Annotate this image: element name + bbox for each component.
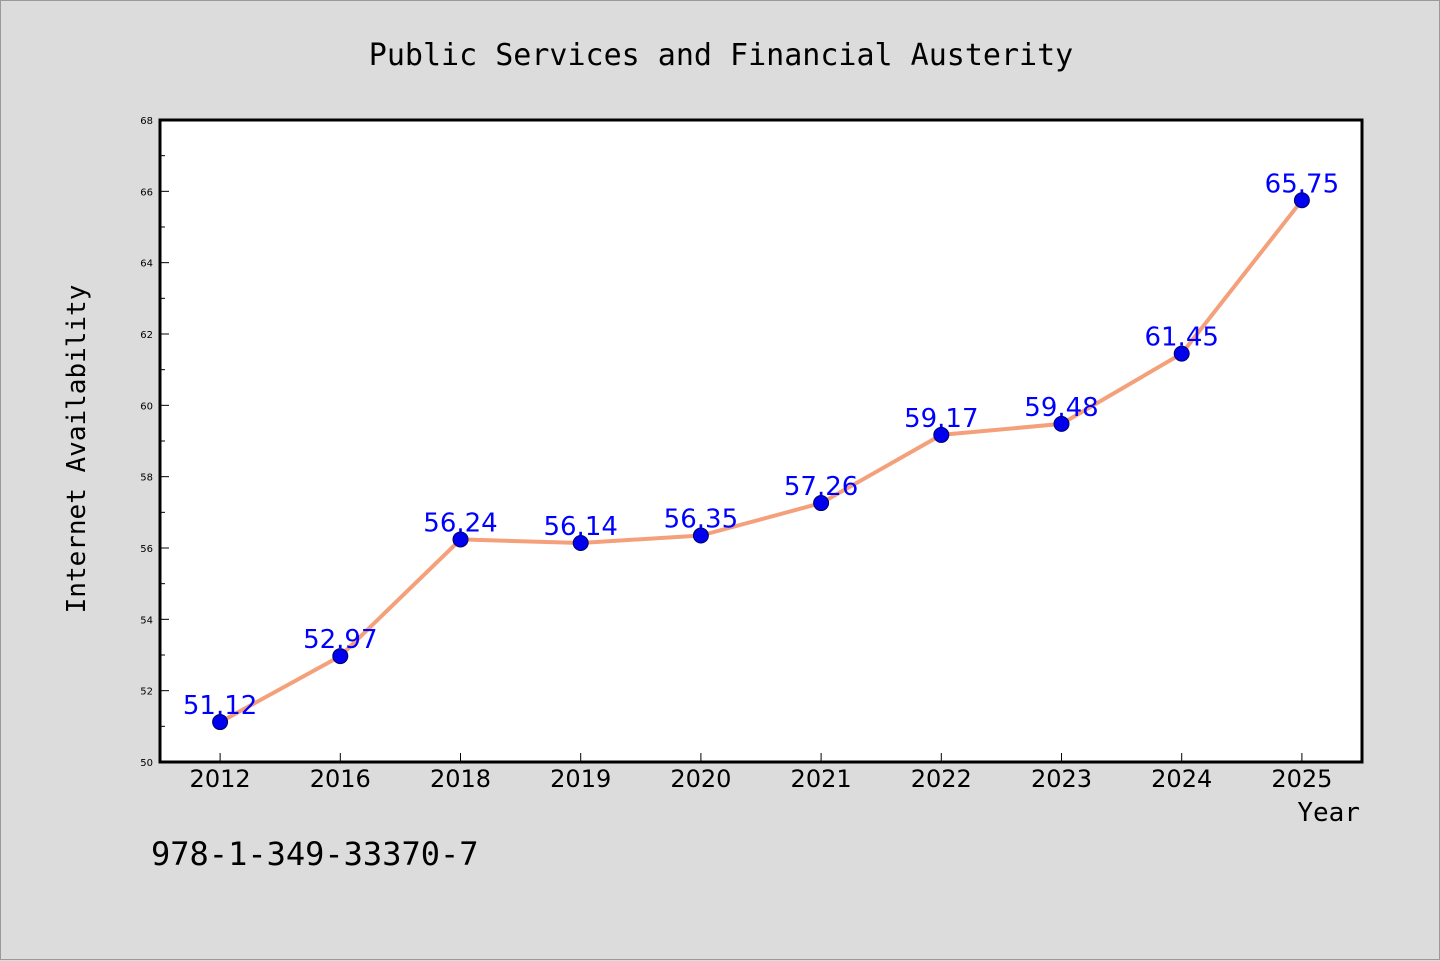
y-tick-label: 66 — [140, 187, 153, 198]
data-label: 59.17 — [904, 404, 978, 434]
series-line-group — [218, 198, 1304, 725]
series-line — [218, 198, 1304, 725]
data-label: 65.75 — [1265, 169, 1339, 199]
data-point — [452, 531, 469, 548]
y-tick-label: 56 — [140, 544, 153, 555]
x-tick-label: 2020 — [670, 765, 731, 793]
data-label: 52.97 — [303, 625, 377, 655]
x-tick-label: 2012 — [190, 765, 251, 793]
y-tick-label: 52 — [140, 687, 153, 698]
y-tick-label: 54 — [140, 615, 153, 626]
data-point — [1053, 415, 1070, 432]
data-label: 59.48 — [1024, 393, 1098, 423]
y-axis: 50 52 54 56 58 60 62 64 66 68 — [140, 116, 169, 769]
data-label: 51.12 — [183, 691, 257, 721]
isbn-text: 978-1-349-33370-7 — [151, 835, 479, 873]
data-point — [813, 495, 830, 512]
data-label: 56.14 — [543, 512, 617, 542]
data-point — [572, 535, 589, 552]
x-axis-label: Year — [1297, 798, 1360, 828]
y-tick-label: 58 — [140, 473, 153, 484]
data-point — [332, 648, 349, 665]
data-point — [933, 426, 950, 443]
series-markers-group — [212, 192, 1310, 731]
y-tick-label: 50 — [140, 758, 153, 769]
data-label: 56.35 — [664, 505, 738, 535]
x-tick-label: 2023 — [1031, 765, 1092, 793]
x-tick-label: 2018 — [430, 765, 491, 793]
x-tick-label: 2016 — [310, 765, 371, 793]
data-point — [1293, 192, 1310, 209]
x-tick-label: 2022 — [911, 765, 972, 793]
y-axis-label: Internet Availability — [62, 285, 92, 614]
x-tick-label: 2024 — [1151, 765, 1212, 793]
x-axis: 2012 2016 2018 2019 2020 2021 2022 2023 2024 2025 — [190, 753, 1332, 793]
x-tick-label: 2019 — [550, 765, 611, 793]
data-point — [692, 527, 709, 544]
data-point — [212, 714, 229, 731]
y-tick-label: 64 — [140, 259, 153, 270]
y-tick-label: 60 — [140, 401, 153, 412]
data-label: 56.24 — [423, 508, 497, 538]
y-tick-label: 62 — [140, 330, 153, 341]
plot-area — [158, 118, 1364, 764]
data-label: 61.45 — [1144, 323, 1218, 353]
x-tick-label: 2025 — [1271, 765, 1332, 793]
data-labels-group: 51.12 52.97 56.24 56.14 56.35 57.26 59.17 59.48… — [183, 169, 1339, 721]
chart-title: Public Services and Financial Austerity — [369, 38, 1073, 73]
data-point — [1173, 345, 1190, 362]
x-tick-label: 2021 — [791, 765, 852, 793]
y-tick-label: 68 — [140, 116, 153, 127]
data-label: 57.26 — [784, 472, 858, 502]
